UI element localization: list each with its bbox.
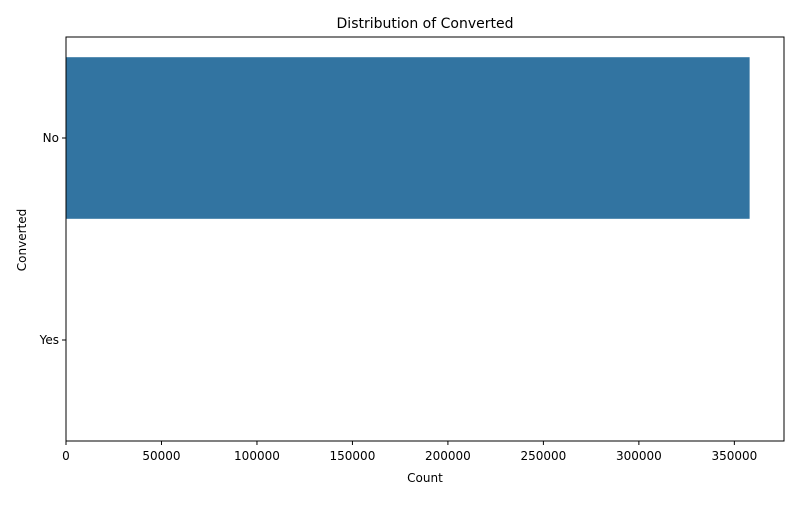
x-tick-label: 250000 xyxy=(520,449,566,463)
y-tick-label-yes: Yes xyxy=(39,333,59,347)
x-tick-label: 100000 xyxy=(234,449,280,463)
x-tick-label: 350000 xyxy=(711,449,757,463)
bar-no xyxy=(66,57,750,219)
x-axis-label: Count xyxy=(407,471,443,485)
y-tick-label-no: No xyxy=(43,131,59,145)
y-axis-label: Converted xyxy=(15,209,29,271)
x-axis-ticks: 0 50000 100000 150000 200000 250000 300000 3500… xyxy=(62,441,757,463)
plot-frame xyxy=(65,36,785,442)
x-tick-label: 300000 xyxy=(616,449,662,463)
y-axis-ticks: No Yes xyxy=(39,131,66,347)
bars-layer xyxy=(66,57,750,219)
x-tick-label: 150000 xyxy=(330,449,376,463)
x-tick-label: 200000 xyxy=(425,449,471,463)
x-tick-label: 0 xyxy=(62,449,70,463)
x-tick-label: 50000 xyxy=(142,449,180,463)
chart-title: Distribution of Converted xyxy=(337,16,514,32)
